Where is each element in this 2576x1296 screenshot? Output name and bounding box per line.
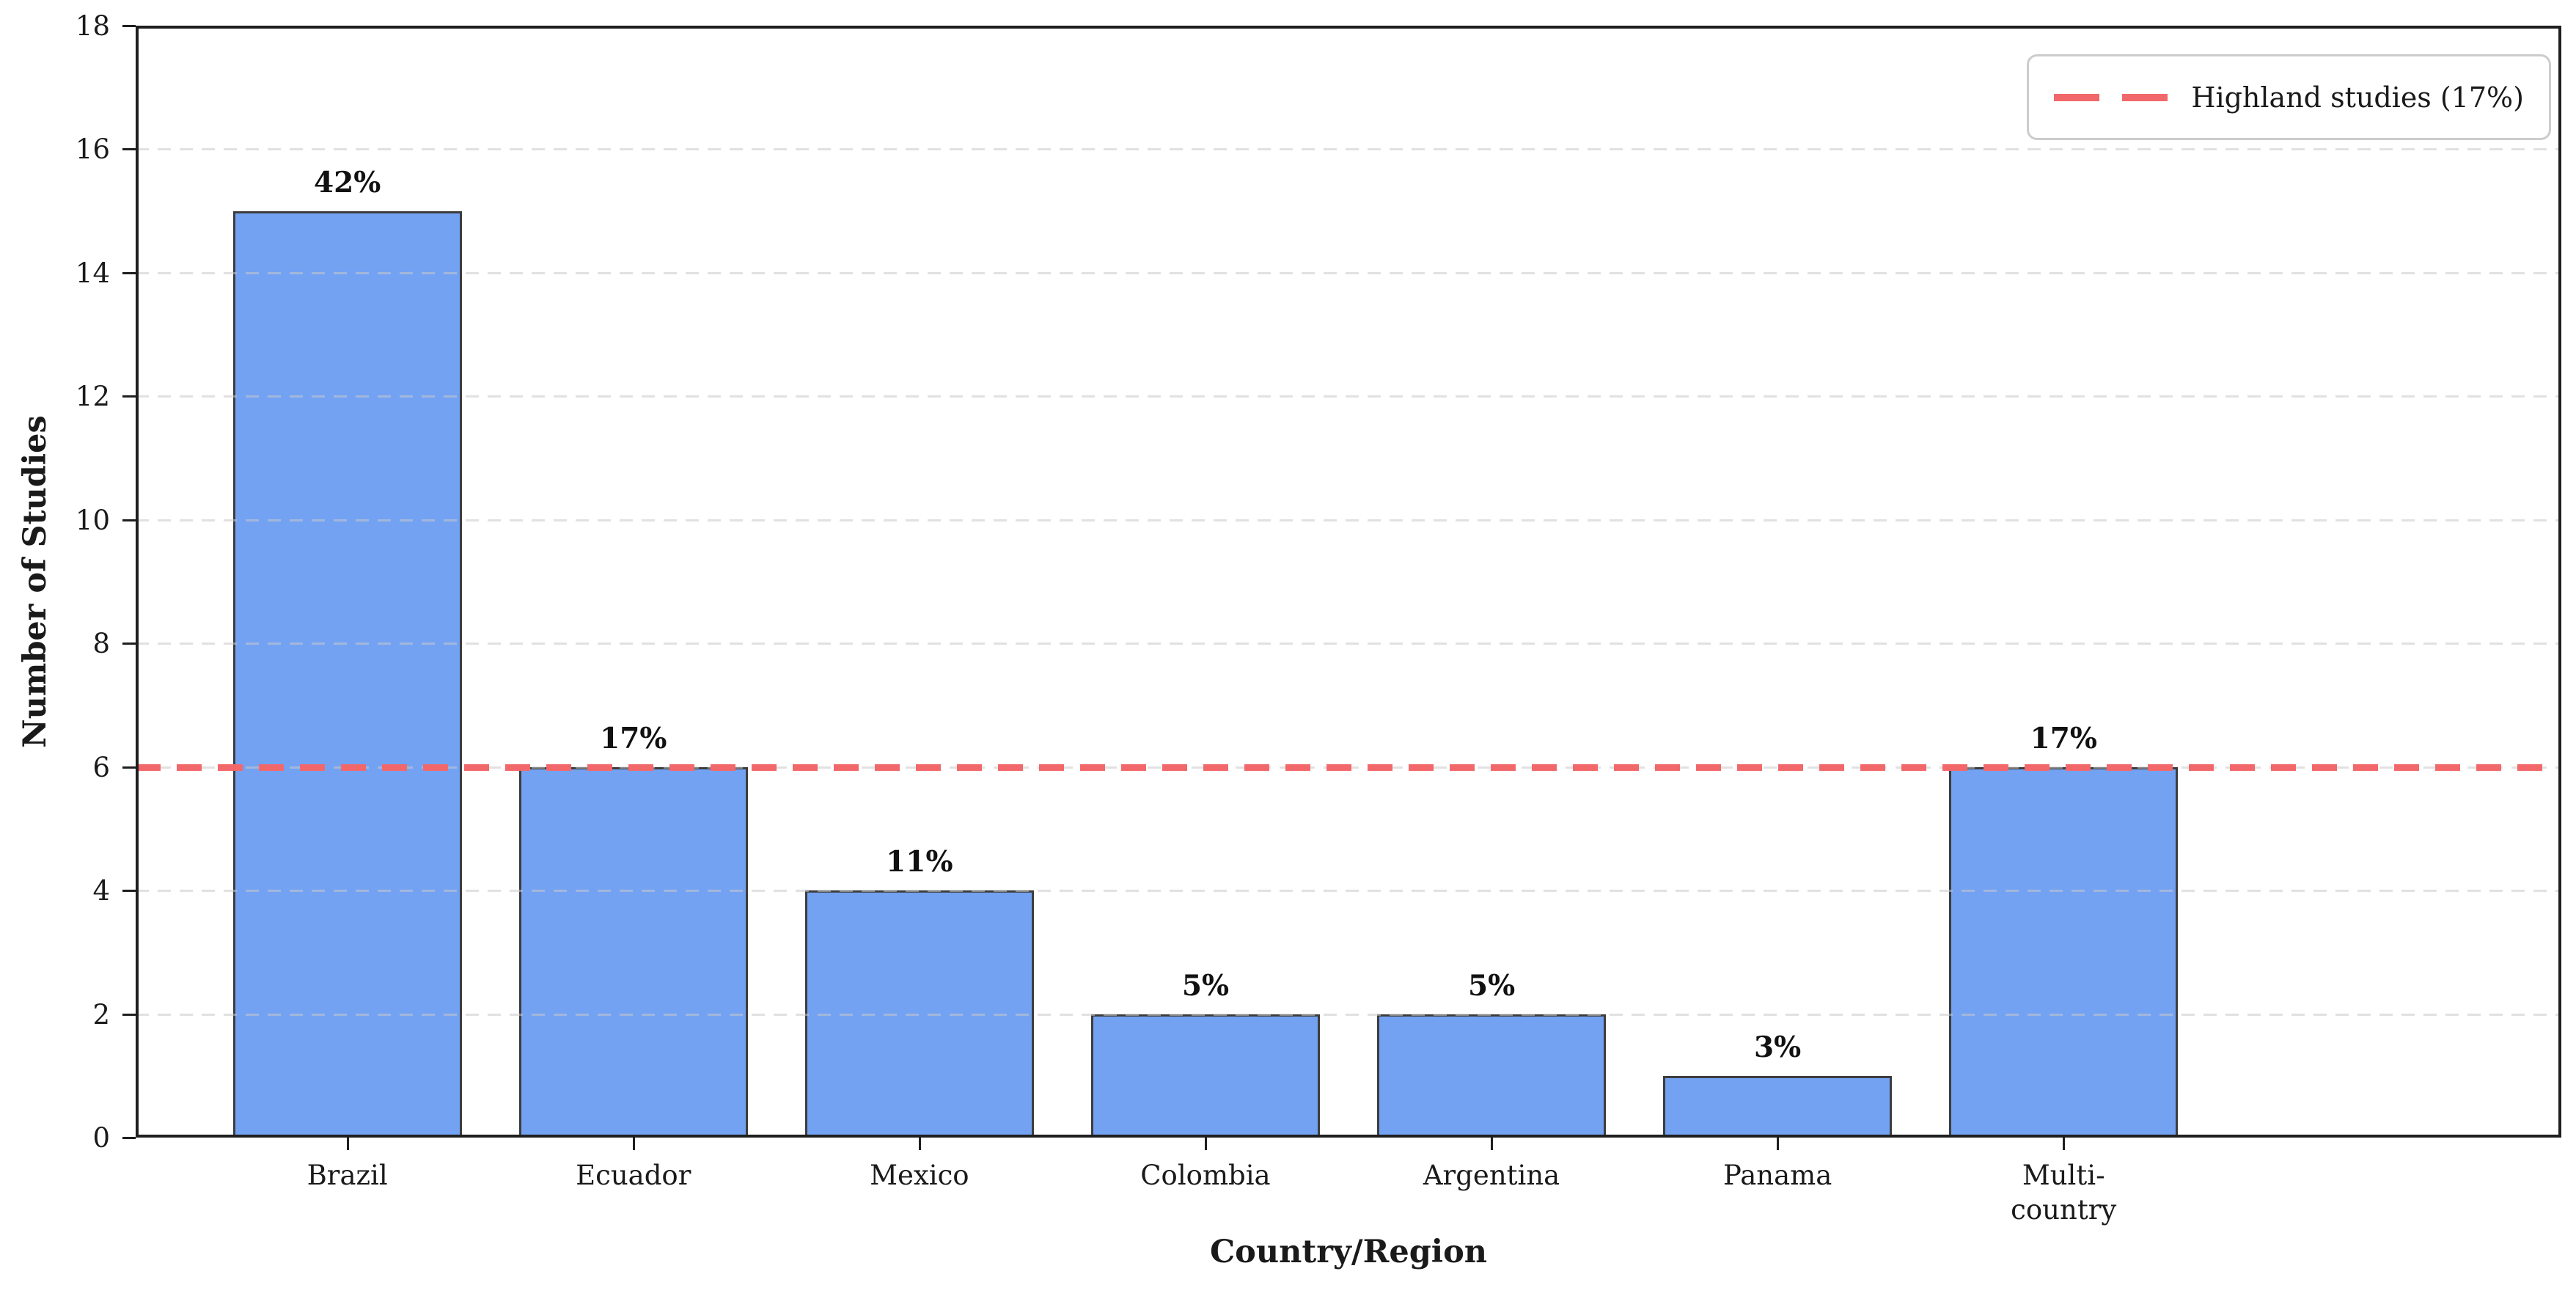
y-tick-label-16: 16 bbox=[75, 133, 110, 166]
x-tick-mark-1 bbox=[632, 1138, 635, 1150]
y-tick-mark-2 bbox=[122, 1013, 136, 1016]
bar-colombia bbox=[1090, 1014, 1320, 1138]
x-tick-label-ecuador: Ecuador bbox=[576, 1160, 691, 1191]
x-tick-label-panama: Panama bbox=[1722, 1160, 1832, 1191]
y-axis-title: Number of Studies bbox=[17, 415, 54, 748]
x-tick-label-multi-country: Multi-country bbox=[2011, 1160, 2117, 1226]
y-tick-label-14: 14 bbox=[75, 257, 110, 289]
y-tick-label-12: 12 bbox=[75, 381, 110, 413]
x-axis-title: Country/Region bbox=[1209, 1234, 1488, 1270]
bar-value-label-multi-country: 17% bbox=[2030, 721, 2097, 755]
y-tick-mark-8 bbox=[122, 642, 136, 645]
bar-value-label-mexico: 11% bbox=[886, 845, 953, 879]
axes-spines bbox=[136, 26, 2561, 1138]
bar-value-label-panama: 3% bbox=[1754, 1030, 1802, 1064]
legend-dashed-line-sample bbox=[2054, 93, 2168, 101]
y-tick-label-6: 6 bbox=[92, 751, 110, 783]
x-tick-mark-0 bbox=[346, 1138, 349, 1150]
gridline-y10 bbox=[136, 519, 2561, 521]
x-tick-label-brazil: Brazil bbox=[307, 1160, 388, 1191]
y-tick-label-18: 18 bbox=[75, 10, 110, 42]
gridline-y2 bbox=[136, 1013, 2561, 1016]
y-tick-label-2: 2 bbox=[92, 998, 110, 1030]
gridline-y12 bbox=[136, 395, 2561, 398]
y-tick-mark-6 bbox=[122, 766, 136, 769]
x-tick-mark-5 bbox=[1777, 1138, 1780, 1150]
bar-multi-country bbox=[1949, 766, 2179, 1138]
reference-line bbox=[136, 764, 2561, 771]
x-tick-label-mexico: Mexico bbox=[870, 1160, 969, 1191]
y-tick-label-10: 10 bbox=[75, 504, 110, 536]
y-tick-mark-4 bbox=[122, 890, 136, 893]
y-tick-mark-10 bbox=[122, 519, 136, 521]
bar-value-label-brazil: 42% bbox=[313, 165, 381, 199]
gridline-y4 bbox=[136, 890, 2561, 893]
y-tick-mark-18 bbox=[122, 25, 136, 27]
gridline-y14 bbox=[136, 271, 2561, 274]
plot-area: 42% 17% 11% 5% 5% 3% 17% Highland studies (17%… bbox=[136, 26, 2561, 1138]
y-tick-mark-12 bbox=[122, 395, 136, 398]
bar-ecuador bbox=[518, 766, 748, 1138]
x-tick-mark-4 bbox=[1491, 1138, 1494, 1150]
legend: Highland studies (17%) bbox=[2027, 54, 2551, 140]
bar-brazil bbox=[232, 210, 462, 1138]
gridline-y8 bbox=[136, 642, 2561, 645]
y-tick-mark-0 bbox=[122, 1137, 136, 1139]
y-tick-mark-16 bbox=[122, 148, 136, 151]
y-tick-label-8: 8 bbox=[92, 628, 110, 660]
bar-panama bbox=[1663, 1075, 1893, 1138]
y-tick-label-4: 4 bbox=[92, 875, 110, 907]
y-tick-label-0: 0 bbox=[92, 1122, 110, 1154]
y-tick-mark-14 bbox=[122, 271, 136, 274]
bar-value-label-ecuador: 17% bbox=[600, 721, 667, 755]
x-tick-mark-2 bbox=[918, 1138, 921, 1150]
bar-argentina bbox=[1377, 1014, 1607, 1138]
x-tick-mark-3 bbox=[1204, 1138, 1207, 1150]
legend-label: Highland studies (17%) bbox=[2191, 81, 2524, 114]
gridline-y16 bbox=[136, 148, 2561, 151]
bar-value-label-colombia: 5% bbox=[1181, 968, 1230, 1003]
x-tick-label-argentina: Argentina bbox=[1423, 1160, 1560, 1191]
x-tick-mark-6 bbox=[2063, 1138, 2066, 1150]
bar-value-label-argentina: 5% bbox=[1467, 968, 1516, 1003]
x-tick-label-colombia: Colombia bbox=[1140, 1160, 1271, 1191]
